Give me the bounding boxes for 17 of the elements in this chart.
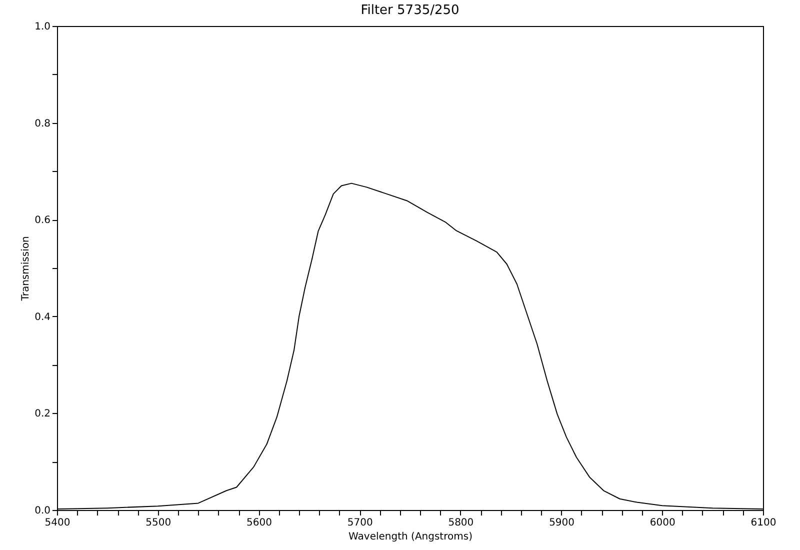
- x-tick-label: 5600: [246, 518, 272, 528]
- y-tick-label: 0.2: [34, 408, 50, 420]
- x-tick-label: 5700: [347, 518, 373, 528]
- chart-title: Filter 5735/250: [360, 3, 460, 18]
- y-tick-label: 0.8: [34, 118, 50, 130]
- x-tick-label: 5900: [549, 518, 575, 528]
- y-axis-title: Transmission: [20, 236, 32, 302]
- x-tick-label: 6000: [650, 518, 676, 528]
- x-tick-label: 6100: [750, 518, 776, 528]
- x-tick-label: 5800: [448, 518, 474, 528]
- y-tick-label: 0.0: [34, 506, 50, 516]
- x-tick-label: 5400: [44, 518, 70, 528]
- y-tick-label: 0.6: [34, 215, 50, 226]
- y-tick-label: 0.4: [34, 312, 50, 323]
- y-tick-label: 1.0: [34, 22, 50, 32]
- x-tick-label: 5500: [146, 518, 172, 528]
- x-axis-title: Wavelength (Angstroms): [348, 532, 473, 542]
